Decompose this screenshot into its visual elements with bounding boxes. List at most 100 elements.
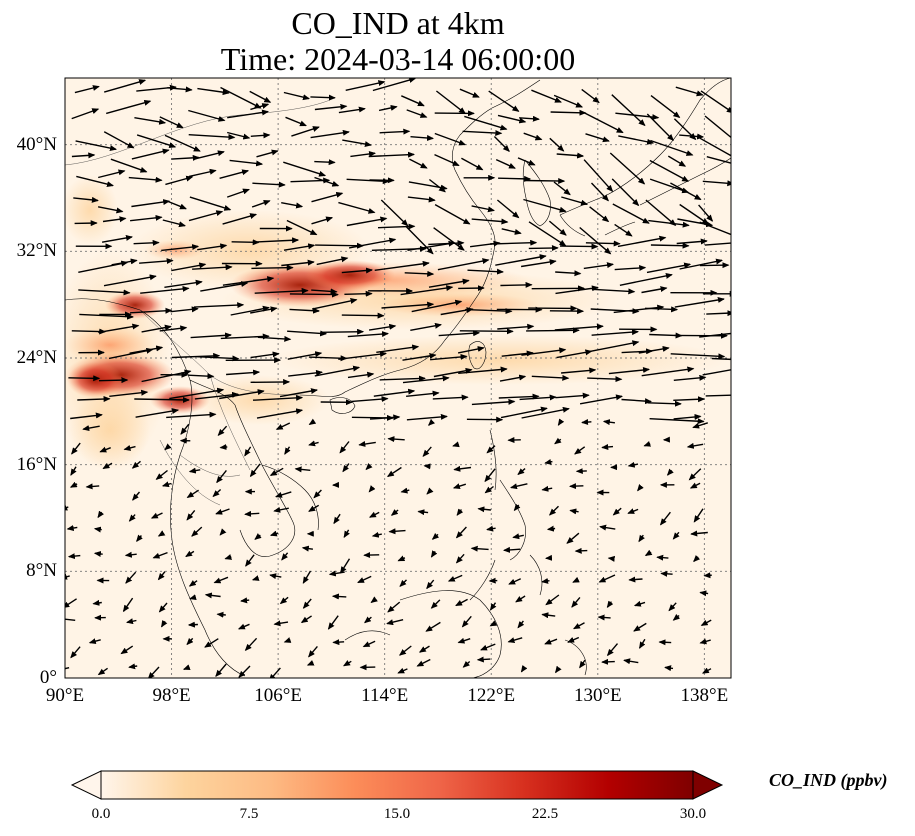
wind-arrow — [122, 597, 134, 613]
wind-arrow — [583, 262, 614, 270]
wind-arrow — [131, 199, 171, 208]
wind-arrow — [164, 279, 203, 288]
wind-arrow — [496, 199, 520, 219]
lat-tick-label: 32°N — [16, 240, 57, 262]
wind-arrow — [553, 181, 571, 196]
wind-arrow — [521, 347, 567, 356]
wind-arrow — [314, 159, 336, 166]
wind-arrow — [431, 532, 440, 540]
wind-arrow — [428, 240, 465, 247]
wind-arrow — [609, 152, 646, 185]
wind-arrow — [486, 445, 496, 454]
wind-arrow — [124, 551, 137, 558]
wind-arrow — [379, 128, 411, 135]
wind-arrow — [549, 137, 565, 152]
wind-arrow — [623, 658, 639, 665]
wind-arrow — [644, 306, 679, 313]
wind-arrow — [364, 616, 372, 624]
wind-arrow — [251, 264, 294, 271]
wind-arrow — [459, 88, 480, 98]
wind-arrow — [195, 150, 225, 160]
wind-arrow — [368, 485, 376, 493]
wind-arrow — [66, 525, 78, 531]
wind-arrow — [455, 598, 468, 607]
wind-arrow — [675, 86, 704, 97]
wind-arrow — [79, 313, 134, 320]
wind-arrow — [300, 615, 312, 624]
wind-arrow — [471, 205, 495, 213]
wind-arrow — [189, 196, 232, 211]
wind-arrow — [501, 228, 522, 235]
wind-arrow — [77, 396, 111, 403]
wind-arrow — [133, 239, 160, 246]
wind-arrow — [679, 133, 705, 140]
wind-arrow — [397, 667, 408, 674]
wind-arrow — [279, 596, 289, 605]
wind-arrow — [548, 505, 559, 516]
lon-tick-label: 106°E — [254, 685, 302, 706]
wind-arrow — [464, 115, 508, 131]
wind-arrow — [188, 168, 217, 178]
lon-tick-label: 98°E — [152, 685, 191, 706]
wind-arrow — [315, 242, 364, 249]
wind-arrow — [498, 175, 532, 182]
wind-arrow — [197, 243, 228, 251]
wind-arrow — [498, 393, 540, 400]
wind-arrow — [373, 388, 416, 397]
wind-arrow — [332, 639, 345, 646]
wind-arrow — [512, 533, 524, 540]
wind-arrow — [219, 169, 250, 179]
colorbar-tick-label: 22.5 — [531, 806, 559, 822]
wind-arrow — [467, 268, 504, 275]
wind-arrow — [637, 484, 644, 492]
wind-arrow — [343, 529, 350, 539]
wind-arrow — [673, 396, 705, 403]
wind-arrow — [591, 288, 636, 295]
wind-arrow — [555, 270, 582, 277]
wind-vectors — [65, 78, 731, 678]
wind-arrow — [284, 446, 291, 455]
wind-arrow — [103, 274, 157, 287]
wind-arrow — [638, 534, 645, 543]
wind-arrow — [93, 526, 102, 533]
wind-arrow — [194, 391, 240, 400]
wind-arrow — [706, 156, 731, 164]
wind-arrow — [557, 418, 565, 426]
wind-arrow — [618, 135, 655, 145]
wind-arrow — [555, 665, 562, 674]
wind-arrow — [386, 466, 402, 477]
wind-arrow — [186, 489, 199, 498]
wind-arrow — [519, 115, 540, 122]
wind-arrow — [98, 377, 129, 384]
wind-arrow — [693, 508, 704, 523]
wind-arrow — [170, 306, 199, 313]
wind-arrow — [188, 373, 215, 380]
wind-arrow — [190, 332, 232, 339]
wind-arrow — [101, 234, 133, 243]
wind-arrow — [378, 104, 398, 112]
wind-arrow — [693, 555, 701, 563]
wind-arrow — [347, 331, 389, 338]
wind-arrow — [109, 389, 149, 397]
wind-arrow — [513, 503, 521, 512]
wind-arrow — [106, 99, 152, 115]
wind-arrow — [517, 620, 525, 629]
wind-arrow — [581, 88, 600, 104]
wind-arrow — [387, 436, 405, 443]
wind-arrow — [544, 638, 558, 645]
wind-arrow — [641, 366, 695, 377]
wind-arrow — [338, 351, 387, 360]
wind-arrow — [338, 106, 366, 114]
wind-arrow — [434, 153, 460, 167]
wind-arrow — [633, 622, 647, 632]
wind-arrow — [134, 396, 190, 403]
wind-arrow — [129, 345, 164, 354]
wind-arrow — [704, 115, 731, 139]
wind-arrow — [500, 406, 548, 419]
wind-arrow — [288, 369, 323, 377]
wind-arrow — [700, 619, 712, 627]
wind-arrow — [70, 466, 77, 476]
wind-arrow — [650, 139, 694, 156]
wind-arrow — [649, 178, 690, 194]
